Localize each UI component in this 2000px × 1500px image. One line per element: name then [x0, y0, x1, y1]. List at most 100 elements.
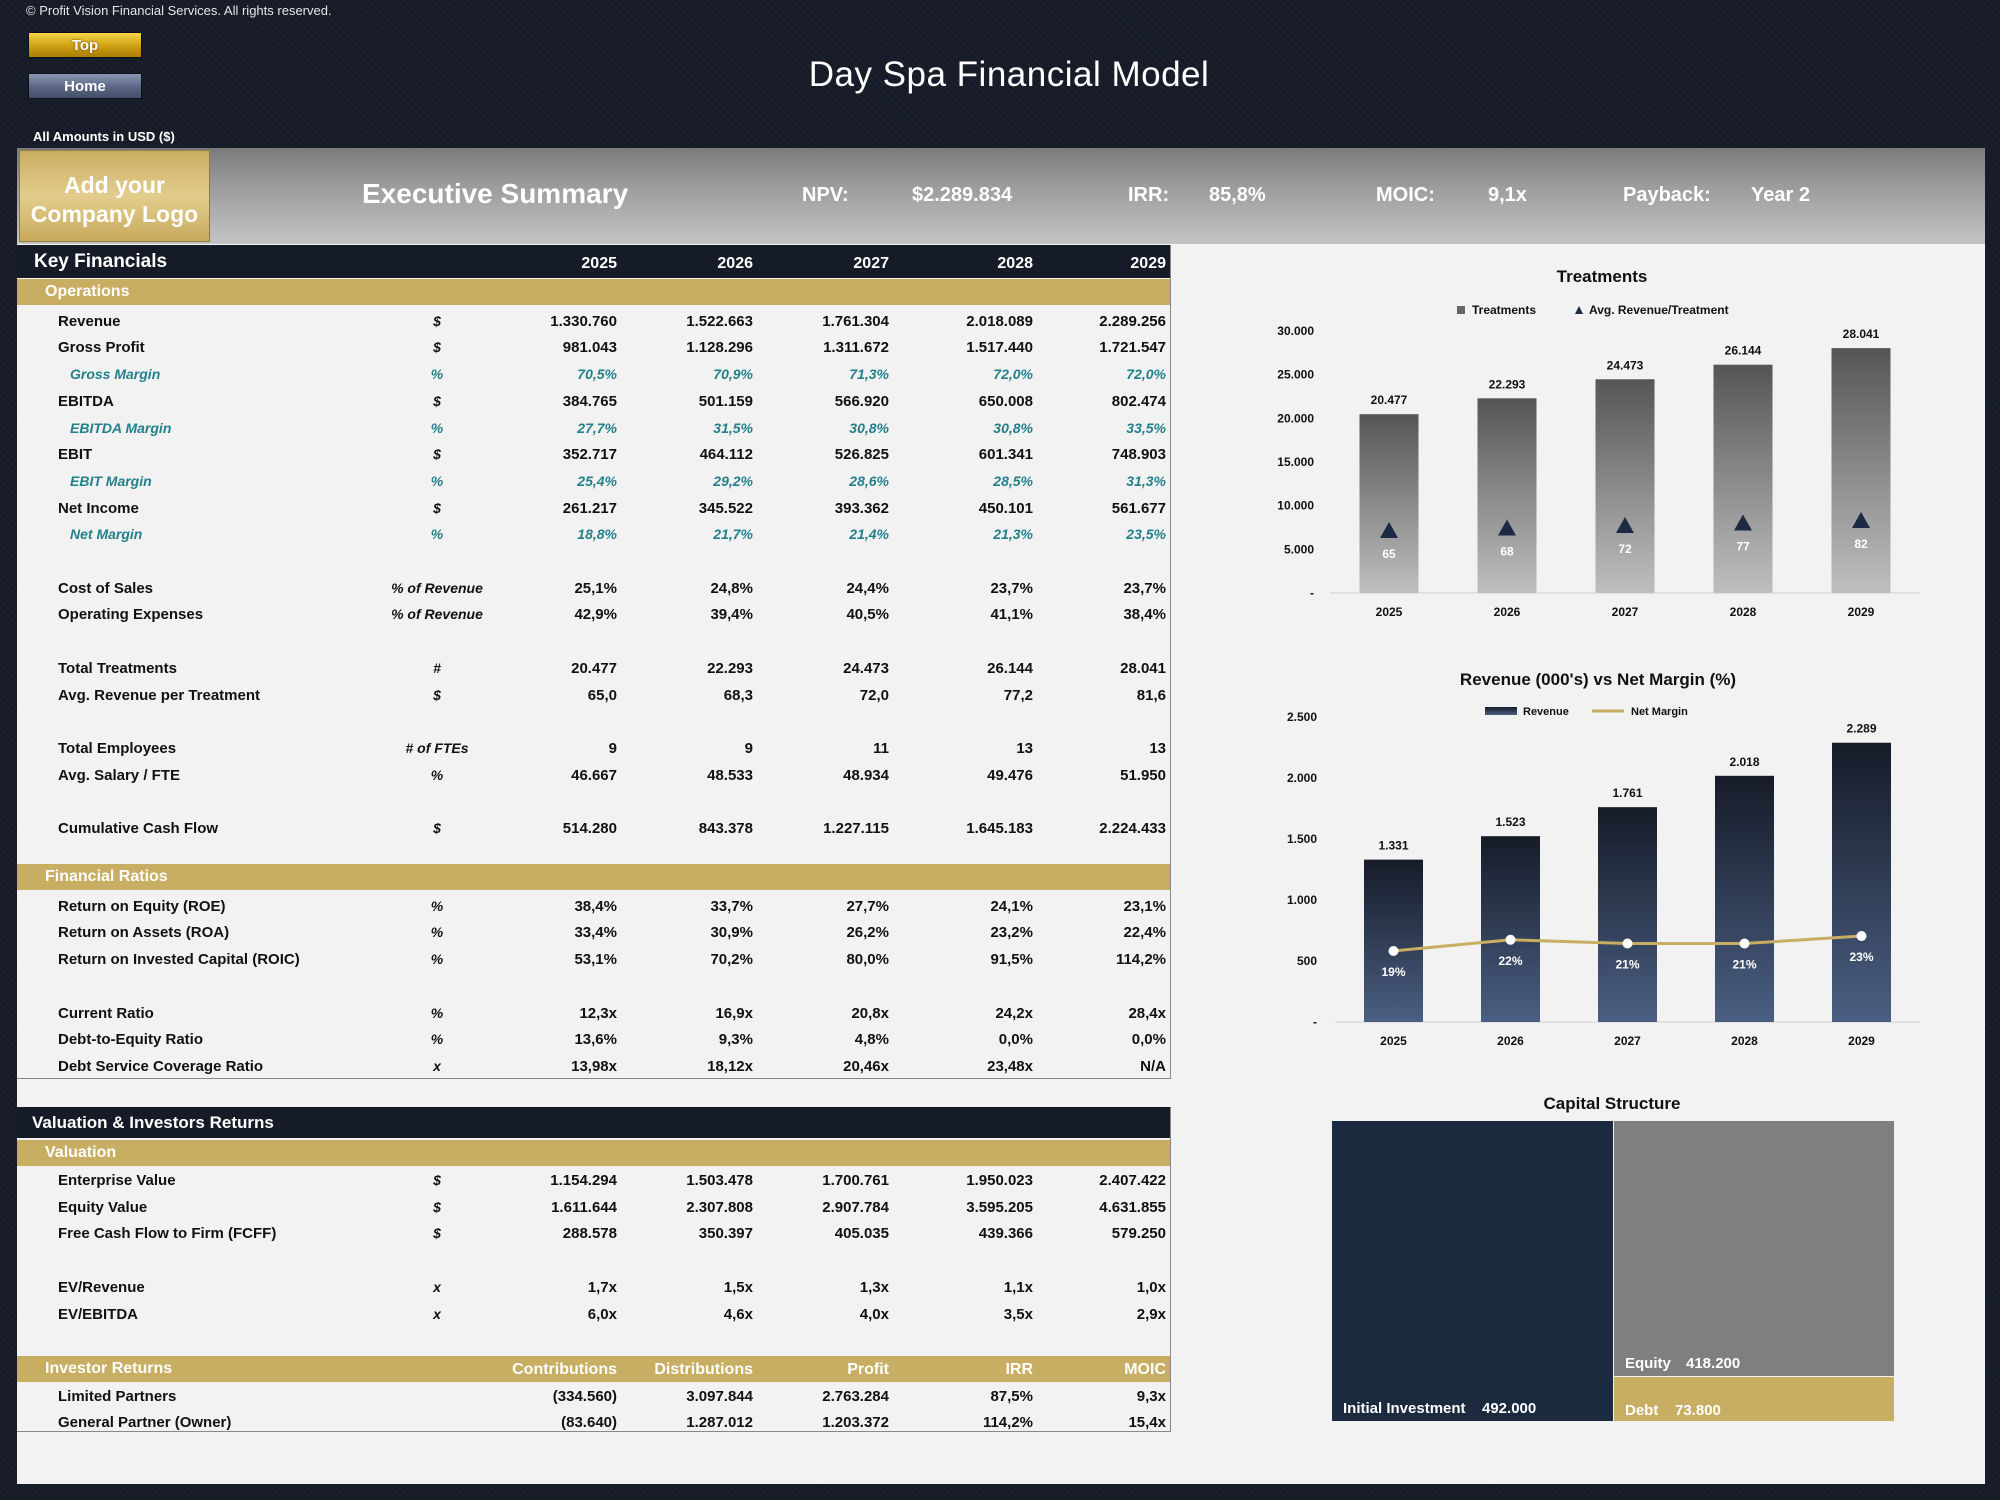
row-unit: $ — [433, 686, 441, 703]
cell-value: 748.903 — [1111, 446, 1166, 464]
page-title: Day Spa Financial Model — [808, 55, 1210, 94]
cell-value: 3,5x — [1003, 1305, 1033, 1323]
cell-value: 28,6% — [849, 472, 889, 489]
cell-value: 13,6% — [574, 1031, 617, 1049]
data-label-avg-revenue: 82 — [1854, 537, 1868, 551]
cell-value: 1.154.294 — [550, 1172, 617, 1189]
cell-value: 561.677 — [1111, 499, 1166, 517]
cell-value: 25,4% — [577, 472, 617, 489]
cell-value: 981.043 — [562, 339, 617, 357]
data-label-revenue: 1.523 — [1495, 815, 1525, 829]
section-title: Investor Returns — [45, 1360, 173, 1377]
table-row: Free Cash Flow to Firm (FCFF) $288.578 350… — [17, 1220, 1170, 1246]
marker-avg-revenue — [1852, 512, 1870, 528]
revenue-margin-chart: Revenue Net Margin - 500 1.000 1.500 2.000 2.50… — [1287, 706, 1920, 1048]
npv-label: NPV: — [802, 184, 849, 206]
y-tick-label: 1.500 — [1287, 832, 1317, 846]
year-header: 2029 — [1130, 255, 1166, 272]
cell-value: 384.765 — [562, 392, 617, 410]
cell-value: 30,8% — [993, 419, 1033, 436]
section-title: Financial Ratios — [45, 868, 168, 885]
cell-value: 1.517.440 — [966, 339, 1033, 357]
column-header: IRR — [1005, 1361, 1033, 1378]
cell-value: 1.330.760 — [550, 312, 617, 330]
cell-value: 38,4% — [574, 897, 617, 915]
row-unit: x — [433, 1305, 441, 1322]
row-unit: $ — [433, 392, 441, 409]
x-tick-label: 2025 — [1376, 605, 1403, 619]
data-label-revenue: 1.761 — [1612, 786, 1642, 800]
row-label: Debt Service Coverage Ratio — [58, 1057, 264, 1075]
bar-treatments — [1477, 398, 1537, 593]
logo-text-line-1: Add your — [64, 172, 165, 198]
row-unit: % — [430, 1004, 444, 1021]
table-row: Avg. Revenue per Treatment $65,0 68,3 72,0 7… — [17, 682, 1170, 708]
company-logo-placeholder[interactable]: Add your Company Logo — [19, 150, 210, 242]
row-unit: % — [430, 366, 444, 383]
table-row: Net Margin% 18,8% 21,7% 21,4% 21,3% 23,5% — [17, 521, 1170, 547]
row-label: EBITDA — [58, 392, 114, 410]
row-label: Cumulative Cash Flow — [58, 820, 219, 837]
row-label: Return on Invested Capital (ROIC) — [58, 951, 300, 969]
cell-value: 31,5% — [713, 419, 753, 436]
treemap-label-equity: Equity — [1625, 1355, 1671, 1372]
valuation-header: Valuation & Investors Returns — [17, 1107, 1170, 1138]
cell-value: 91,5% — [990, 951, 1033, 969]
data-label-net-margin: 23% — [1849, 950, 1873, 964]
valuation-title: Valuation & Investors Returns — [32, 1113, 274, 1132]
legend-swatch-treatments — [1457, 306, 1465, 314]
cell-value: 1.522.663 — [686, 312, 753, 330]
data-label-treatments: 24.473 — [1607, 358, 1644, 372]
row-unit: % — [430, 1031, 444, 1048]
treatments-chart-title: Treatments — [1556, 267, 1648, 286]
cell-value: 0,0% — [1131, 1031, 1166, 1049]
treemap-debt — [1614, 1377, 1894, 1421]
cell-value: 40,5% — [846, 606, 889, 624]
cell-value: 12,3x — [579, 1004, 617, 1022]
y-tick-label: 15.000 — [1277, 455, 1314, 469]
cell-value: 2.224.433 — [1099, 820, 1166, 837]
bar-treatments — [1595, 379, 1655, 593]
row-unit: $ — [433, 1225, 441, 1242]
cell-value: 70,2% — [710, 951, 753, 969]
cell-value: 16,9x — [715, 1004, 753, 1022]
data-label-treatments: 20.477 — [1371, 393, 1408, 407]
data-label-revenue: 2.018 — [1729, 755, 1759, 769]
year-header: 2026 — [717, 255, 753, 272]
cell-value: 31,3% — [1126, 472, 1166, 489]
row-unit: x — [433, 1278, 441, 1295]
cell-value: 23,1% — [1123, 897, 1166, 915]
cell-value: 24.473 — [843, 659, 889, 677]
cell-value: 68,3 — [723, 686, 753, 704]
row-label: Net Income — [58, 499, 139, 517]
row-label: Free Cash Flow to Firm (FCFF) — [58, 1225, 277, 1243]
table-row: Debt-to-Equity Ratio% 13,6% 9,3% 4,8% 0,0% 0,… — [17, 1026, 1170, 1052]
top-button[interactable]: Top — [28, 32, 142, 58]
cell-value: 1,7x — [587, 1278, 617, 1296]
cell-value: 2.763.284 — [822, 1388, 889, 1405]
executive-summary-banner — [17, 148, 1985, 244]
cell-value: 27,7% — [577, 419, 617, 436]
cell-value: 393.362 — [834, 499, 889, 517]
data-label-net-margin: 21% — [1615, 958, 1639, 972]
row-unit: % of Revenue — [391, 606, 483, 623]
cell-value: 30,8% — [849, 419, 889, 436]
cell-value: 28.041 — [1120, 659, 1166, 677]
x-tick-label: 2025 — [1380, 1034, 1407, 1048]
data-label-net-margin: 19% — [1381, 965, 1405, 979]
cell-value: 526.825 — [834, 446, 889, 464]
table-row: Equity Value $1.611.644 2.307.808 2.907.784… — [17, 1194, 1170, 1220]
cell-value: 579.250 — [1111, 1225, 1166, 1243]
table-row: Enterprise Value $1.154.294 1.503.478 1.700… — [17, 1167, 1170, 1193]
cell-value: 4,8% — [854, 1031, 889, 1049]
legend-swatch-revenue — [1485, 707, 1517, 715]
cell-value: 11 — [873, 739, 889, 757]
npv-value: $2.289.834 — [912, 184, 1013, 206]
cell-value: 30,9% — [710, 924, 753, 942]
home-button[interactable]: Home — [28, 73, 142, 99]
treemap-equity — [1614, 1121, 1894, 1376]
legend-label-avg-revenue: Avg. Revenue/Treatment — [1589, 303, 1729, 317]
row-label: EV/EBITDA — [58, 1305, 139, 1323]
x-tick-label: 2027 — [1612, 605, 1639, 619]
cell-value: 4,0x — [859, 1305, 889, 1323]
